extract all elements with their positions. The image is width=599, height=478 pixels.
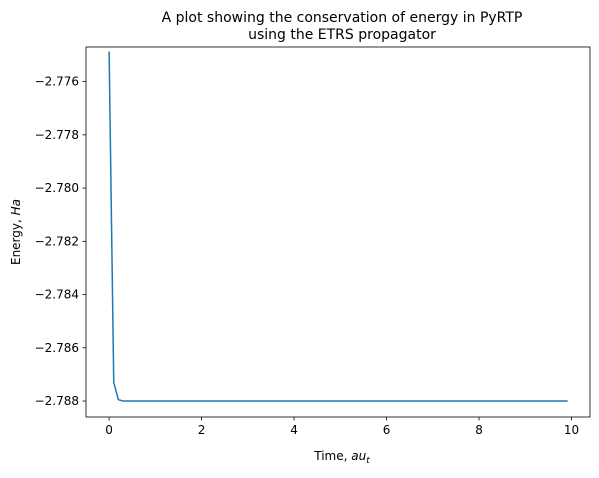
chart-title-line-2: using the ETRS propagator: [248, 27, 436, 43]
x-axis-label-math: au: [351, 449, 366, 463]
x-tick-label: 6: [383, 423, 391, 437]
x-axis-label-prefix: Time,: [313, 449, 351, 463]
y-tick-label: −2.778: [35, 128, 79, 142]
x-tick-label: 4: [290, 423, 298, 437]
y-tick-label: −2.776: [35, 75, 79, 89]
y-tick-label: −2.786: [35, 341, 79, 355]
energy-series-line: [108, 51, 568, 402]
x-tick-label: 2: [198, 423, 206, 437]
x-tick-label: 0: [105, 423, 113, 437]
y-tick-label: −2.782: [35, 234, 79, 248]
x-tick-label: 10: [564, 423, 579, 437]
x-axis-label: Time, aut: [313, 449, 370, 466]
y-axis-label-math: Ha: [9, 199, 23, 215]
chart-title-line-1: A plot showing the conservation of energ…: [162, 10, 523, 26]
plot-lines: [108, 51, 568, 402]
x-axis: 0 2 4 6 8 10: [105, 417, 579, 437]
x-axis-label-subscript: t: [366, 456, 370, 466]
y-axis: −2.776 −2.778 −2.780 −2.782 −2.784 −2.786 −2.7…: [35, 75, 86, 408]
y-axis-label: Energy, Ha: [9, 199, 23, 265]
plot-frame: [85, 46, 591, 418]
y-tick-label: −2.784: [35, 288, 79, 302]
y-tick-label: −2.788: [35, 394, 79, 408]
y-tick-label: −2.780: [35, 181, 79, 195]
y-axis-label-prefix: Energy,: [9, 215, 23, 265]
x-tick-label: 8: [475, 423, 483, 437]
